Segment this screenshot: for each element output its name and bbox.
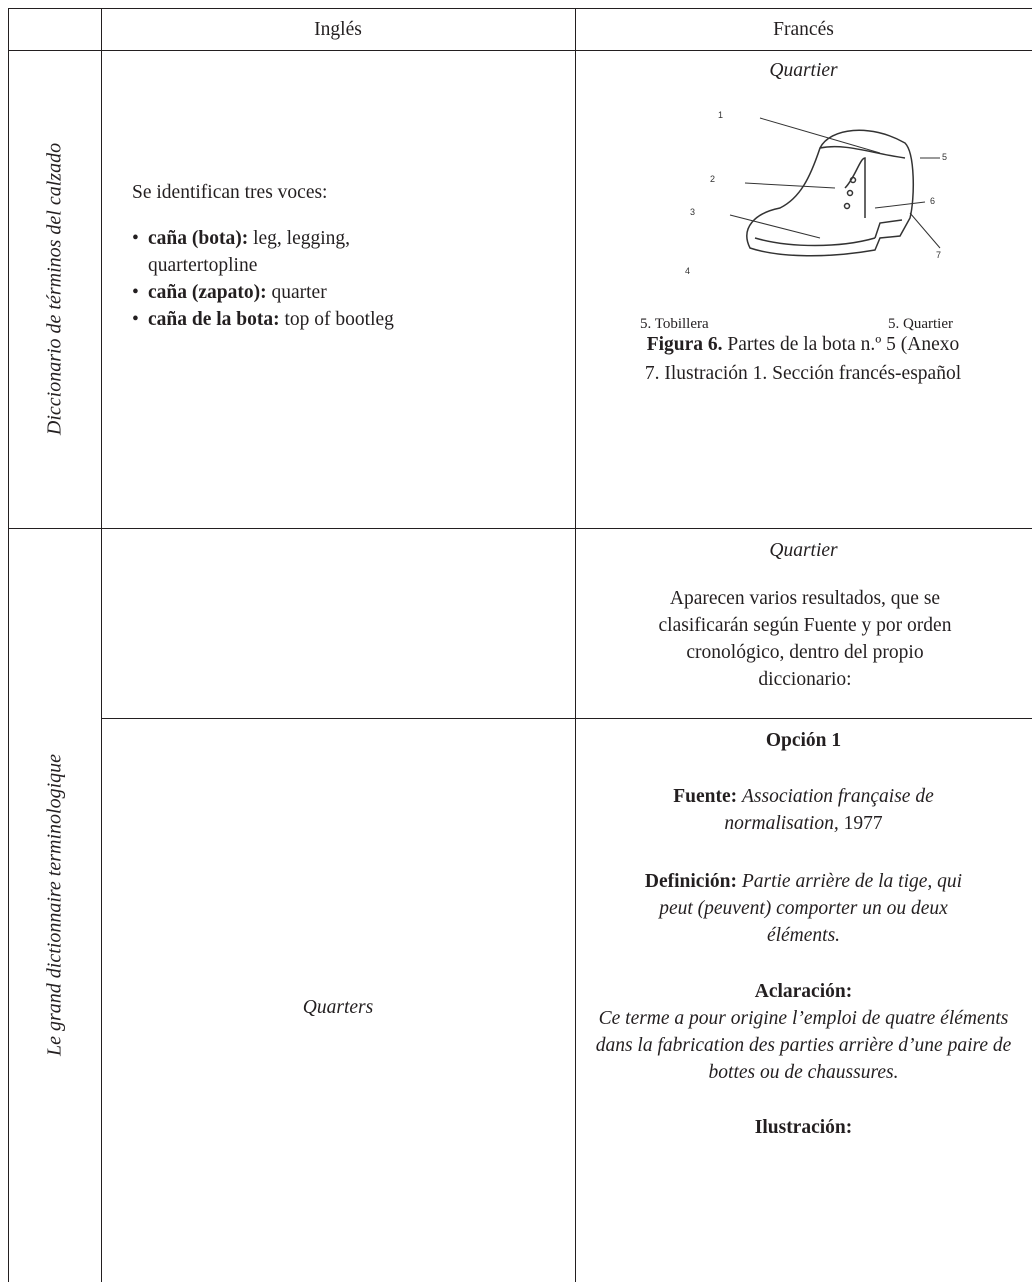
english-term: Quarters (302, 997, 374, 1018)
field-label: Aclaración: (754, 981, 853, 1002)
caption-label: Figura 6. (646, 334, 723, 355)
border (8, 8, 9, 1282)
eyelet (849, 176, 857, 184)
term-text: quarter (271, 282, 327, 303)
caption-text: Partes de la bota n.º 5 (Anexo 7. Ilustr… (644, 334, 962, 384)
header-cell: Inglés (314, 19, 362, 40)
figure-label: 6 (930, 196, 935, 206)
french-term: Quartier (769, 60, 838, 81)
term: caña (zapato): (148, 282, 267, 303)
boot-outline (746, 129, 915, 257)
figure-label: 2 (710, 174, 715, 184)
term-item: caña (zapato): quarter (132, 279, 552, 306)
term-text: leg, legging, quartertopline (148, 228, 351, 276)
border (101, 8, 102, 1282)
figure-label: 1 (718, 110, 723, 120)
source: Fuente: Association française de normali… (639, 783, 969, 837)
border (8, 528, 1032, 529)
boot-detail (754, 145, 906, 247)
definition: Definición: Partie arrière de la tige, q… (629, 868, 979, 949)
clarification-text: Ce terme a pour origine l’emploi de quat… (595, 1008, 1012, 1083)
term: caña (bota): (148, 228, 249, 249)
arrow (729, 117, 941, 249)
definition-text: Partie arrière de la tige, qui peut (peu… (659, 871, 963, 946)
row-source: Diccionario de términos del calzado (43, 142, 66, 436)
row-source: Le grand dictionnaire terminologique (43, 753, 66, 1057)
english-cell: Se identifican tres voces: caña (bota): … (132, 179, 552, 333)
figure-label: 3 (690, 207, 695, 217)
figure-label: 7 (936, 250, 941, 260)
term-text: top of bootleg (284, 309, 394, 330)
figure-label: 5 (942, 152, 947, 162)
field-label: Definición: (644, 871, 737, 892)
figure-label: 4 (685, 266, 690, 276)
term-item: caña de la bota: top of bootleg (132, 306, 552, 333)
term-list: caña (bota): leg, legging, quartertoplin… (132, 225, 552, 333)
border (101, 718, 1032, 719)
border (575, 8, 576, 1282)
option: Opción 1 (765, 730, 842, 751)
border (8, 8, 1032, 9)
field-label: Fuente: (673, 786, 738, 807)
boot-illustration: 1 2 3 4 5 6 7 (685, 110, 947, 276)
figure-legend: 5. Quartier (888, 316, 953, 332)
french-note: Aparecen varios resultados, que se clasi… (658, 588, 952, 690)
term: caña de la bota: (148, 309, 280, 330)
source-year: 1977 (843, 813, 883, 834)
border (8, 50, 1032, 51)
field-label: Ilustración: (754, 1117, 853, 1138)
figure-caption: Figura 6. Partes de la bota n.º 5 (Anexo… (638, 330, 968, 388)
french-term: Quartier (769, 540, 838, 561)
eyelet (843, 202, 851, 210)
eyelet (846, 189, 854, 197)
header-cell: Francés (773, 19, 834, 40)
figure-legend: 5. Tobillera (640, 316, 709, 332)
term-item: caña (bota): leg, legging, quartertoplin… (132, 225, 448, 279)
intro: Se identifican tres voces: (132, 182, 328, 203)
source-text: Association française de normalisation, (724, 786, 934, 834)
french-entry: Opción 1 Fuente: Association française d… (580, 727, 1027, 1141)
